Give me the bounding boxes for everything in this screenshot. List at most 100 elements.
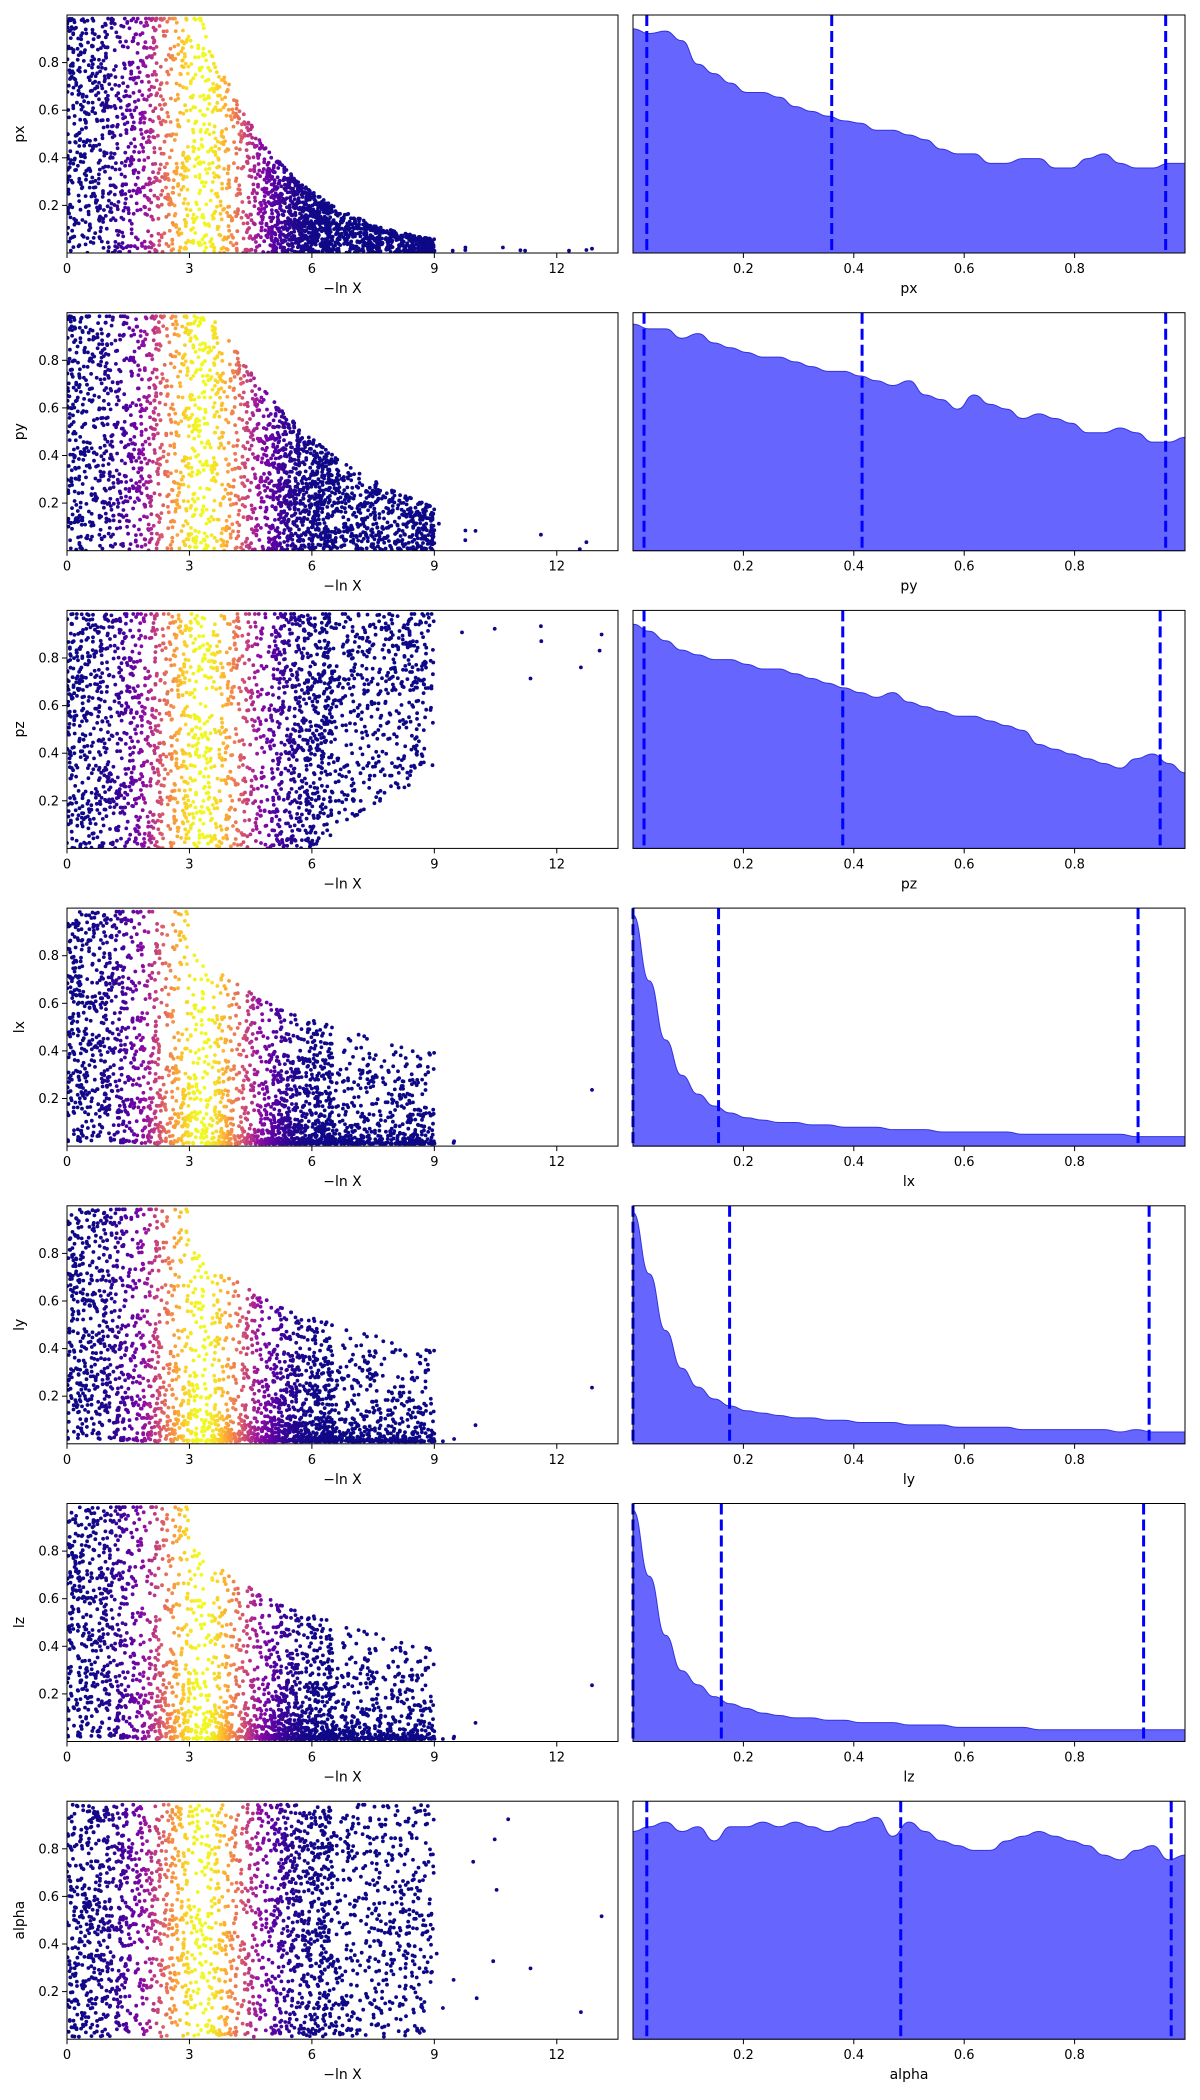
trace-point: [226, 482, 231, 487]
trace-point: [432, 507, 437, 512]
trace-point: [218, 441, 223, 446]
trace-point: [298, 490, 302, 494]
trace-point: [154, 542, 159, 547]
trace-point: [185, 373, 189, 377]
trace-point: [261, 414, 266, 419]
trace-point: [365, 526, 369, 531]
trace-point: [178, 172, 183, 177]
trace-point: [380, 229, 384, 234]
trace-point: [285, 512, 289, 516]
trace-point: [162, 363, 167, 367]
trace-point: [144, 486, 149, 491]
trace-point: [148, 45, 153, 50]
trace-point: [320, 237, 325, 242]
trace-point: [211, 517, 216, 522]
trace-point: [108, 474, 112, 478]
trace-point: [277, 419, 282, 423]
trace-point: [88, 143, 92, 148]
trace-point: [171, 185, 176, 190]
trace-point: [270, 523, 275, 528]
trace-point: [84, 125, 88, 130]
trace-point: [123, 66, 127, 71]
trace-point: [186, 119, 191, 123]
trace-point: [71, 402, 75, 407]
trace-point: [139, 491, 144, 496]
trace-point: [108, 486, 113, 491]
trace-point: [245, 379, 250, 383]
trace-point: [577, 547, 582, 551]
trace-point: [73, 431, 78, 436]
trace-point: [393, 532, 397, 536]
trace-point: [108, 206, 113, 211]
trace-point: [89, 372, 93, 376]
trace-point: [91, 145, 95, 150]
trace-point: [68, 215, 73, 220]
trace-point: [374, 228, 379, 232]
trace-point: [282, 175, 287, 180]
trace-point: [111, 518, 116, 523]
trace-point: [160, 442, 164, 447]
trace-point: [206, 94, 211, 98]
trace-point: [90, 534, 94, 539]
trace-point: [215, 410, 219, 414]
trace-point: [85, 250, 90, 253]
trace-point: [376, 496, 381, 501]
trace-point: [251, 466, 255, 471]
trace-point: [349, 531, 354, 536]
trace-point: [269, 526, 273, 531]
trace-point: [192, 397, 197, 402]
trace-point: [198, 319, 202, 324]
trace-point: [388, 245, 393, 250]
trace-point: [185, 37, 189, 42]
trace-point: [80, 233, 85, 238]
trace-point: [236, 166, 240, 170]
trace-point: [201, 318, 206, 322]
trace-point: [421, 547, 425, 551]
trace-point: [260, 143, 264, 148]
trace-point: [362, 516, 367, 521]
trace-point: [172, 445, 177, 449]
trace-point: [142, 120, 147, 125]
trace-point: [164, 29, 169, 34]
trace-point: [233, 210, 238, 215]
trace-point: [80, 402, 85, 407]
trace-point: [115, 451, 119, 456]
trace-point: [228, 240, 233, 245]
trace-point: [234, 146, 239, 151]
trace-point: [74, 547, 79, 551]
trace-point: [147, 377, 151, 382]
trace-point: [188, 108, 193, 112]
trace-point: [77, 375, 82, 380]
trace-point: [128, 437, 133, 442]
trace-point: [297, 527, 301, 532]
trace-point: [185, 213, 190, 218]
trace-point: [117, 472, 122, 476]
trace-point: [129, 112, 134, 117]
trace-point: [200, 74, 205, 79]
trace-point: [126, 531, 130, 536]
trace-point: [145, 461, 150, 466]
trace-point: [342, 506, 347, 511]
trace-point: [119, 23, 124, 28]
trace-point: [193, 174, 198, 179]
trace-point: [72, 489, 77, 494]
trace-point: [225, 394, 230, 399]
trace-point: [342, 529, 346, 534]
trace-point: [78, 320, 83, 324]
trace-point: [177, 351, 182, 356]
trace-point: [271, 497, 276, 502]
trace-point: [205, 107, 210, 111]
trace-point: [93, 185, 98, 190]
trace-point: [123, 182, 128, 187]
x-tick-label: 3: [185, 262, 193, 277]
trace-point: [137, 346, 142, 350]
trace-point: [410, 539, 415, 544]
trace-point: [128, 542, 133, 546]
trace-point: [231, 410, 235, 415]
trace-point: [216, 93, 221, 98]
trace-point: [196, 147, 201, 151]
trace-point: [365, 236, 369, 241]
trace-point: [203, 359, 207, 363]
trace-point: [318, 535, 323, 539]
trace-point: [70, 483, 74, 487]
